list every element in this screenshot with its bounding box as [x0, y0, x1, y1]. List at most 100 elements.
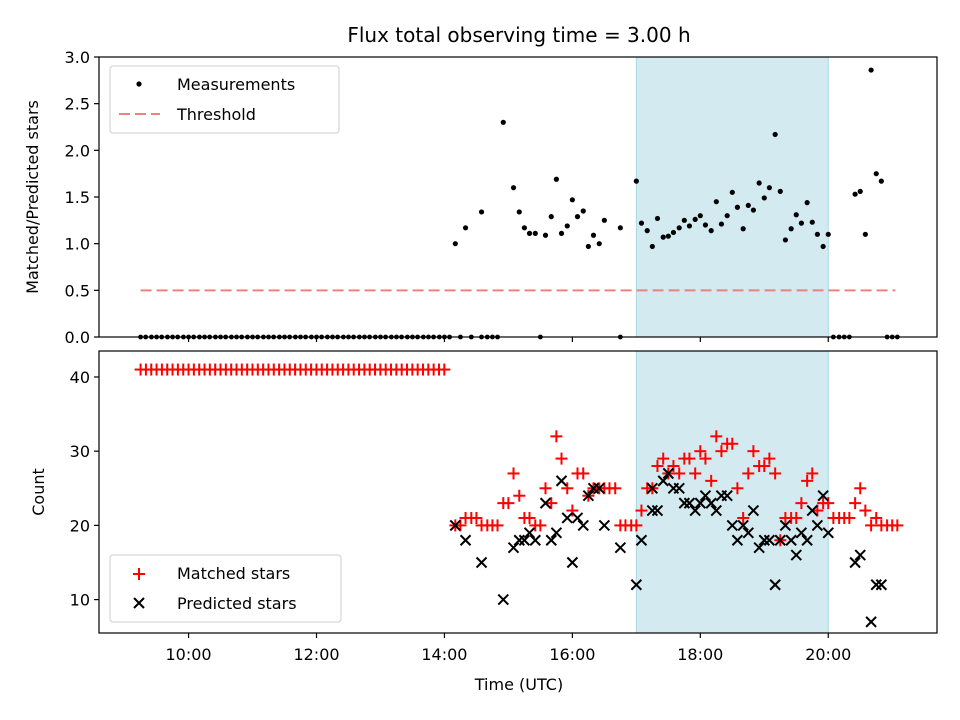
measurement-point	[718, 221, 725, 227]
matched-star-point	[822, 497, 835, 510]
measurement-point	[654, 215, 661, 222]
measurement-point	[686, 223, 693, 229]
matched-star-point	[491, 519, 504, 532]
measurement-point	[734, 204, 741, 210]
matched-star-point	[513, 489, 526, 502]
measurement-point	[633, 178, 639, 184]
predicted-star-point	[550, 527, 563, 539]
bottom-legend: Matched stars Predicted stars	[109, 554, 342, 623]
x-tick-label: 14:00	[421, 645, 467, 664]
predicted-star-point	[806, 504, 818, 517]
matched-star-point	[683, 452, 696, 465]
measurement-point	[740, 226, 746, 232]
top-axes-frame	[98, 56, 938, 338]
matched-star-point	[758, 460, 771, 473]
measurement-point	[580, 208, 586, 214]
predicted-star-point	[555, 475, 568, 487]
matched-star-point	[561, 482, 574, 495]
top-y-tick-label: 3.0	[65, 48, 90, 67]
predicted-star-point	[507, 541, 520, 554]
predicted-star-point	[710, 504, 723, 517]
matched-star-point	[870, 511, 883, 524]
matched-star-point	[555, 452, 568, 465]
matched-star-point	[577, 467, 590, 480]
predicted-star-point	[737, 519, 749, 532]
matched-star-point	[694, 445, 707, 458]
matched-star-point	[609, 482, 622, 495]
measurement-point	[478, 209, 485, 215]
bottom-y-axis-label: Count	[29, 468, 48, 516]
matched-star-point	[726, 437, 739, 450]
predicted-star-point	[753, 541, 765, 554]
measurement-point	[782, 237, 788, 243]
measurement-point	[825, 231, 831, 237]
matched-star-point	[801, 474, 814, 487]
predicted-star-point	[571, 512, 584, 524]
matched-star-point	[849, 497, 862, 510]
top-shaded-interval	[636, 57, 829, 337]
predicted-star-point	[657, 475, 669, 487]
predicted-star-point	[646, 504, 659, 517]
measurement-point	[553, 176, 559, 182]
matched-star-point	[742, 467, 755, 480]
measurement-point	[798, 220, 804, 226]
measurement-point	[702, 222, 709, 228]
measurement-point	[644, 228, 650, 234]
matched-star-point	[502, 497, 515, 510]
measurement-point	[590, 232, 597, 238]
predicted-star-point	[875, 579, 888, 591]
matched-star-point	[763, 452, 776, 465]
matched-star-point	[859, 504, 872, 517]
top-y-tick-label: 1.0	[65, 235, 90, 254]
measurement-point	[676, 225, 682, 231]
predicted-star-point	[635, 534, 648, 546]
predicted-star-point	[769, 579, 781, 591]
measurement-point	[820, 243, 826, 250]
measurement-point	[766, 185, 773, 191]
legend-measurements-marker	[136, 81, 142, 87]
measurement-points	[138, 67, 900, 340]
bottom-y-tick-label: 30	[70, 442, 90, 461]
measurement-point	[724, 213, 730, 219]
predicted-star-point	[662, 467, 675, 480]
predicted-star-point	[614, 541, 627, 554]
predicted-star-point	[699, 490, 712, 502]
predicted-star-point	[822, 527, 834, 539]
matched-star-point	[545, 497, 558, 510]
matched-star-point	[550, 430, 563, 443]
legend-predicted-label: Predicted stars	[177, 594, 297, 613]
predicted-star-point	[758, 534, 770, 546]
predicted-star-point	[726, 519, 739, 532]
predicted-star-point	[811, 519, 824, 532]
matched-star-point	[790, 511, 803, 524]
x-tick-label: 16:00	[549, 645, 595, 664]
x-tick-label: 18:00	[677, 645, 723, 664]
measurement-point	[804, 200, 810, 206]
bottom-x-axis: 10:00 12:00 14:00 16:00 18:00 20:00	[166, 633, 851, 664]
top-y-tick-label: 0.5	[65, 281, 90, 300]
predicted-star-point	[545, 534, 557, 546]
measurement-point	[665, 233, 671, 239]
measurement-point	[548, 214, 554, 220]
measurement-point	[692, 216, 698, 222]
predicted-star-point	[731, 534, 744, 546]
measurement-point	[649, 243, 655, 250]
measurement-point	[868, 67, 874, 73]
measurement-point	[462, 225, 469, 231]
matched-star-point	[795, 497, 808, 510]
predicted-star-point	[801, 534, 813, 546]
predicted-star-point	[742, 527, 754, 539]
predicted-star-point	[870, 579, 882, 591]
matched-star-point	[747, 445, 760, 458]
measurement-point	[814, 231, 820, 237]
predicted-star-point	[817, 490, 829, 502]
bottom-y-tick-label: 40	[70, 368, 90, 387]
predicted-star-point	[518, 534, 531, 546]
bottom-y-tick-label: 10	[70, 591, 90, 610]
predicted-star-point	[598, 519, 611, 532]
matched-star-point	[737, 511, 750, 524]
measurement-point	[857, 188, 863, 194]
predicted-star-point	[582, 490, 595, 502]
measurement-point	[516, 209, 522, 215]
measurement-point	[596, 241, 602, 247]
